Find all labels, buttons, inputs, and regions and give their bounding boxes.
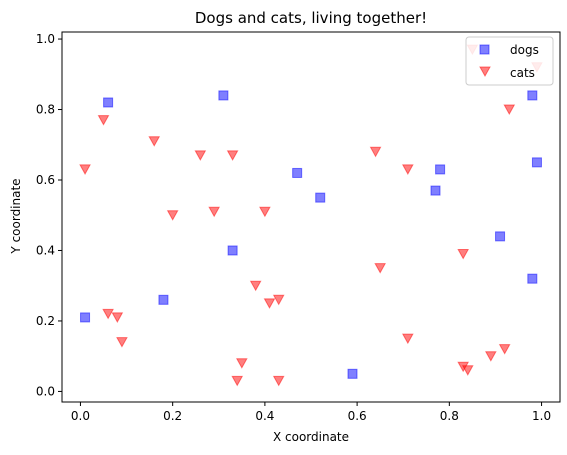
data-point-dogs	[292, 167, 303, 178]
data-point-dogs	[430, 185, 441, 196]
data-point-cats	[461, 365, 474, 376]
y-tick-label: 1.0	[36, 32, 55, 46]
y-tick-label: 0.8	[36, 103, 55, 117]
data-point-cats	[148, 136, 161, 147]
plot-frame	[61, 31, 561, 403]
data-point-dogs	[227, 245, 238, 256]
data-point-cats	[111, 312, 124, 323]
x-tick-label: 0.8	[440, 409, 459, 423]
data-point-dogs	[103, 97, 114, 108]
data-point-dogs	[158, 294, 169, 305]
data-point-cats	[484, 351, 497, 362]
legend-label-dogs: dogs	[510, 43, 539, 57]
y-tick-label: 0.0	[36, 384, 55, 398]
data-point-dogs	[347, 368, 358, 379]
data-point-cats	[369, 146, 382, 158]
data-point-cats	[231, 375, 244, 387]
data-point-cats	[263, 298, 276, 309]
data-point-dogs	[218, 90, 229, 101]
x-axis-label: X coordinate	[273, 430, 349, 444]
data-point-cats	[272, 375, 285, 387]
legend-label-cats: cats	[510, 66, 535, 80]
x-tick-label: 0.4	[255, 409, 274, 423]
data-point-cats	[401, 164, 414, 175]
x-tick-label: 0.0	[71, 409, 90, 423]
y-axis-label: Y coordinate	[9, 178, 23, 254]
y-tick-label: 0.2	[36, 314, 55, 328]
data-point-dogs	[435, 164, 446, 175]
legend: dogs cats	[465, 36, 554, 86]
data-point-cats	[401, 333, 414, 345]
data-point-cats	[102, 308, 114, 320]
x-tick-label: 1.0	[532, 409, 551, 423]
data-point-cats	[272, 294, 285, 306]
plot-area	[79, 44, 543, 387]
data-point-dogs	[527, 273, 538, 284]
y-tick-label: 0.6	[36, 173, 55, 187]
x-tick-label: 0.6	[348, 409, 367, 423]
legend-marker-cats	[479, 66, 491, 78]
data-point-cats	[166, 210, 179, 221]
data-point-cats	[79, 164, 91, 175]
data-point-cats	[374, 263, 387, 274]
x-axis: 0.0 0.2 0.4 0.6 0.8 1.0	[71, 402, 551, 423]
data-point-cats	[498, 344, 511, 355]
data-point-cats	[194, 150, 207, 161]
y-tick-label: 0.4	[36, 243, 55, 257]
data-point-cats	[116, 337, 128, 348]
legend-marker-dogs	[479, 44, 490, 55]
data-point-cats	[235, 358, 248, 369]
x-tick-label: 0.2	[163, 409, 182, 423]
data-point-dogs	[315, 192, 326, 203]
data-point-cats	[259, 206, 271, 218]
data-point-cats	[97, 115, 110, 126]
data-point-cats	[226, 150, 239, 161]
data-point-cats	[249, 280, 262, 292]
chart-title: Dogs and cats, living together!	[195, 9, 427, 27]
data-point-dogs	[80, 312, 91, 323]
data-point-cats	[457, 249, 470, 260]
data-point-cats	[208, 206, 221, 218]
y-axis: 0.0 0.2 0.4 0.6 0.8 1.0	[36, 32, 62, 398]
data-point-dogs	[527, 90, 538, 101]
data-point-cats	[503, 104, 516, 116]
data-point-dogs	[495, 231, 506, 242]
data-point-dogs	[531, 157, 542, 168]
